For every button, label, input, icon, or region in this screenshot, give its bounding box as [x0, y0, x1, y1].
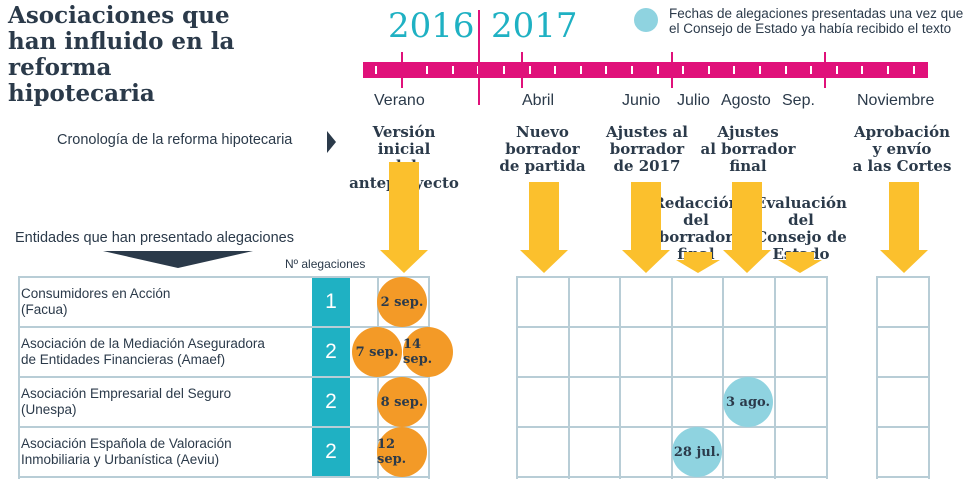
entidades-label: Entidades que han presentado alegaciones	[15, 230, 294, 246]
grid-line	[671, 276, 673, 479]
date-circle: 12 sep.	[377, 427, 427, 477]
timeline-tick	[887, 66, 889, 74]
timeline-tick	[579, 66, 582, 74]
grid-line	[876, 476, 930, 478]
timeline-bar	[363, 62, 928, 78]
timeline-tick	[733, 66, 736, 74]
phase-arrow-icon	[380, 162, 428, 273]
grid-line	[722, 276, 724, 479]
phase-label: Ajustes al borrador de 2017	[606, 123, 688, 175]
grid-line	[876, 276, 930, 278]
grid-line	[876, 426, 930, 428]
date-circle: 8 sep.	[377, 377, 427, 427]
timeline-tick	[631, 66, 633, 74]
phase-arrow-icon	[676, 252, 720, 273]
grid-line	[18, 376, 430, 378]
grid-line	[18, 276, 20, 479]
count-badge: 1	[312, 278, 350, 326]
phase-arrow-icon	[622, 182, 670, 273]
timeline-tick	[503, 66, 505, 74]
timeline-tick	[451, 66, 454, 74]
count-badge: 2	[312, 328, 350, 376]
month-label: Agosto	[721, 92, 771, 109]
timeline-tick	[605, 66, 608, 74]
month-label: Julio	[677, 92, 710, 109]
phase-label: Aprobación y envío a las Cortes	[852, 123, 952, 175]
grid-line	[876, 376, 930, 378]
month-label: Abril	[522, 92, 555, 109]
phase-arrow-icon	[520, 182, 568, 273]
timeline-tick	[426, 66, 429, 74]
phase-arrow-icon	[778, 252, 822, 273]
arrow-down-icon	[103, 251, 253, 268]
timeline-tick	[375, 66, 377, 74]
timeline-tick	[759, 66, 761, 74]
entity-name: Consumidores en Acción (Facua)	[21, 286, 171, 317]
timeline-tick	[861, 66, 864, 74]
phase-arrow-icon	[723, 182, 771, 273]
phase-label: Nuevo borrador de partida	[499, 123, 586, 175]
month-label: Noviembre	[857, 92, 935, 109]
grid-line	[619, 276, 621, 479]
date-circle: 2 sep.	[377, 277, 427, 327]
month-label: Verano	[374, 92, 425, 109]
timeline-tick	[554, 66, 557, 74]
date-circle: 14 sep.	[403, 327, 453, 377]
timeline-tick	[835, 66, 838, 74]
grid-line	[876, 326, 930, 328]
entity-name: Asociación Empresarial del Seguro (Unesp…	[21, 386, 232, 417]
legend-text: Fechas de alegaciones presentadas una ve…	[669, 6, 964, 36]
phase-label: Ajustes al borrador final	[700, 123, 796, 175]
timeline-tick	[912, 66, 915, 74]
grid-line	[928, 276, 930, 479]
grid-line	[18, 476, 430, 478]
phase-arrow-icon	[880, 182, 928, 273]
count-badge: 2	[312, 378, 350, 426]
timeline-tick	[656, 66, 659, 74]
grid-line	[428, 276, 430, 479]
timeline-tick	[784, 66, 787, 74]
grid-line	[774, 276, 776, 479]
date-circle-highlighted: 28 jul.	[672, 427, 722, 477]
timeline-tick	[528, 66, 531, 74]
year-divider	[478, 10, 480, 105]
page-title: Asociaciones que han influido en la refo…	[8, 2, 235, 107]
grid-line	[826, 276, 828, 479]
date-circle: 7 sep.	[352, 327, 402, 377]
timeline-marker-verano	[401, 52, 403, 88]
arrow-right-icon	[327, 131, 336, 153]
timeline-tick	[682, 66, 685, 74]
timeline-marker-junio	[671, 52, 673, 88]
cronologia-label: Cronología de la reforma hipotecaria	[57, 132, 293, 148]
n-alegaciones-label: Nº alegaciones	[285, 257, 366, 271]
legend-dot-icon	[634, 8, 658, 32]
timeline-marker-abril	[521, 52, 523, 88]
grid-line	[18, 276, 430, 278]
count-badge: 2	[312, 428, 350, 476]
grid-line	[377, 276, 379, 479]
entity-name: Asociación Española de Valoración Inmobi…	[21, 436, 232, 467]
month-label: Junio	[622, 92, 661, 109]
timeline-marker-sep	[824, 52, 826, 88]
year-2017: 2017	[491, 6, 578, 46]
year-2016: 2016	[388, 6, 475, 46]
timeline-tick	[810, 66, 813, 74]
date-circle-highlighted: 3 ago.	[723, 377, 773, 427]
grid-line	[18, 426, 430, 428]
grid-line	[516, 276, 518, 479]
timeline-tick	[707, 66, 710, 74]
grid-line	[876, 276, 878, 479]
entity-name: Asociación de la Mediación Aseguradora d…	[21, 336, 265, 367]
month-label: Sep.	[782, 92, 815, 109]
grid-line	[18, 326, 430, 328]
grid-line	[568, 276, 570, 479]
